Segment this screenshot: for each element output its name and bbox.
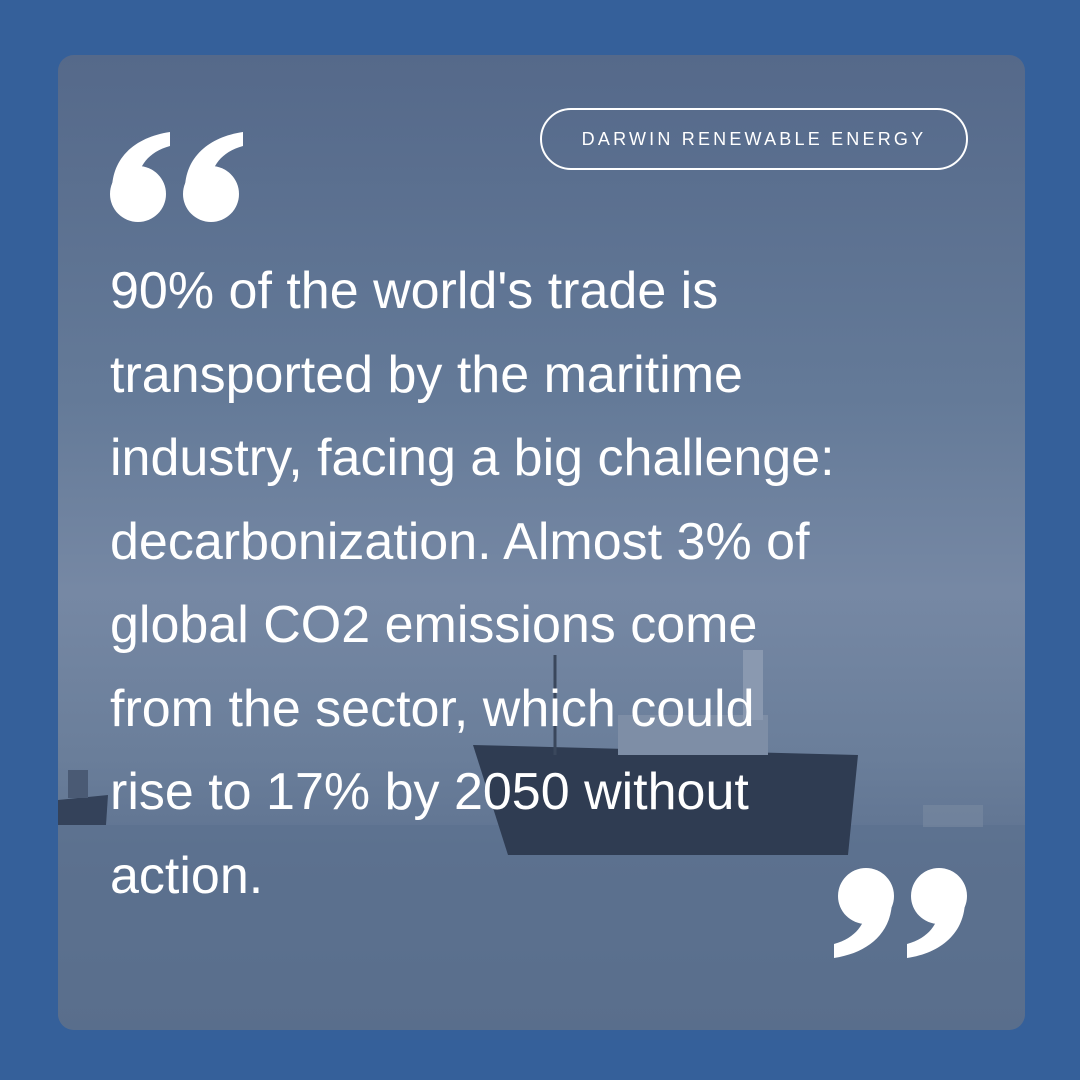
brand-badge: DARWIN RENEWABLE ENERGY (540, 108, 968, 170)
quote-line: industry, facing a big challenge: (110, 429, 835, 487)
quote-line: global CO2 emissions come (110, 596, 758, 654)
close-quote-icon (834, 868, 967, 958)
quote-line: from the sector, which could (110, 679, 755, 738)
quote-text: 90% of the world's trade is transported b… (110, 250, 835, 918)
open-quote-icon (110, 132, 243, 222)
brand-label: DARWIN RENEWABLE ENERGY (581, 128, 927, 149)
quote-line: rise to 17% by 2050 without (110, 763, 749, 821)
quote-line: action. (110, 846, 264, 905)
quote-line: transported by the maritime (110, 345, 743, 404)
quote-line: decarbonization. Almost 3% of (110, 512, 810, 571)
quote-line: 90% of the world's trade is (110, 262, 719, 320)
